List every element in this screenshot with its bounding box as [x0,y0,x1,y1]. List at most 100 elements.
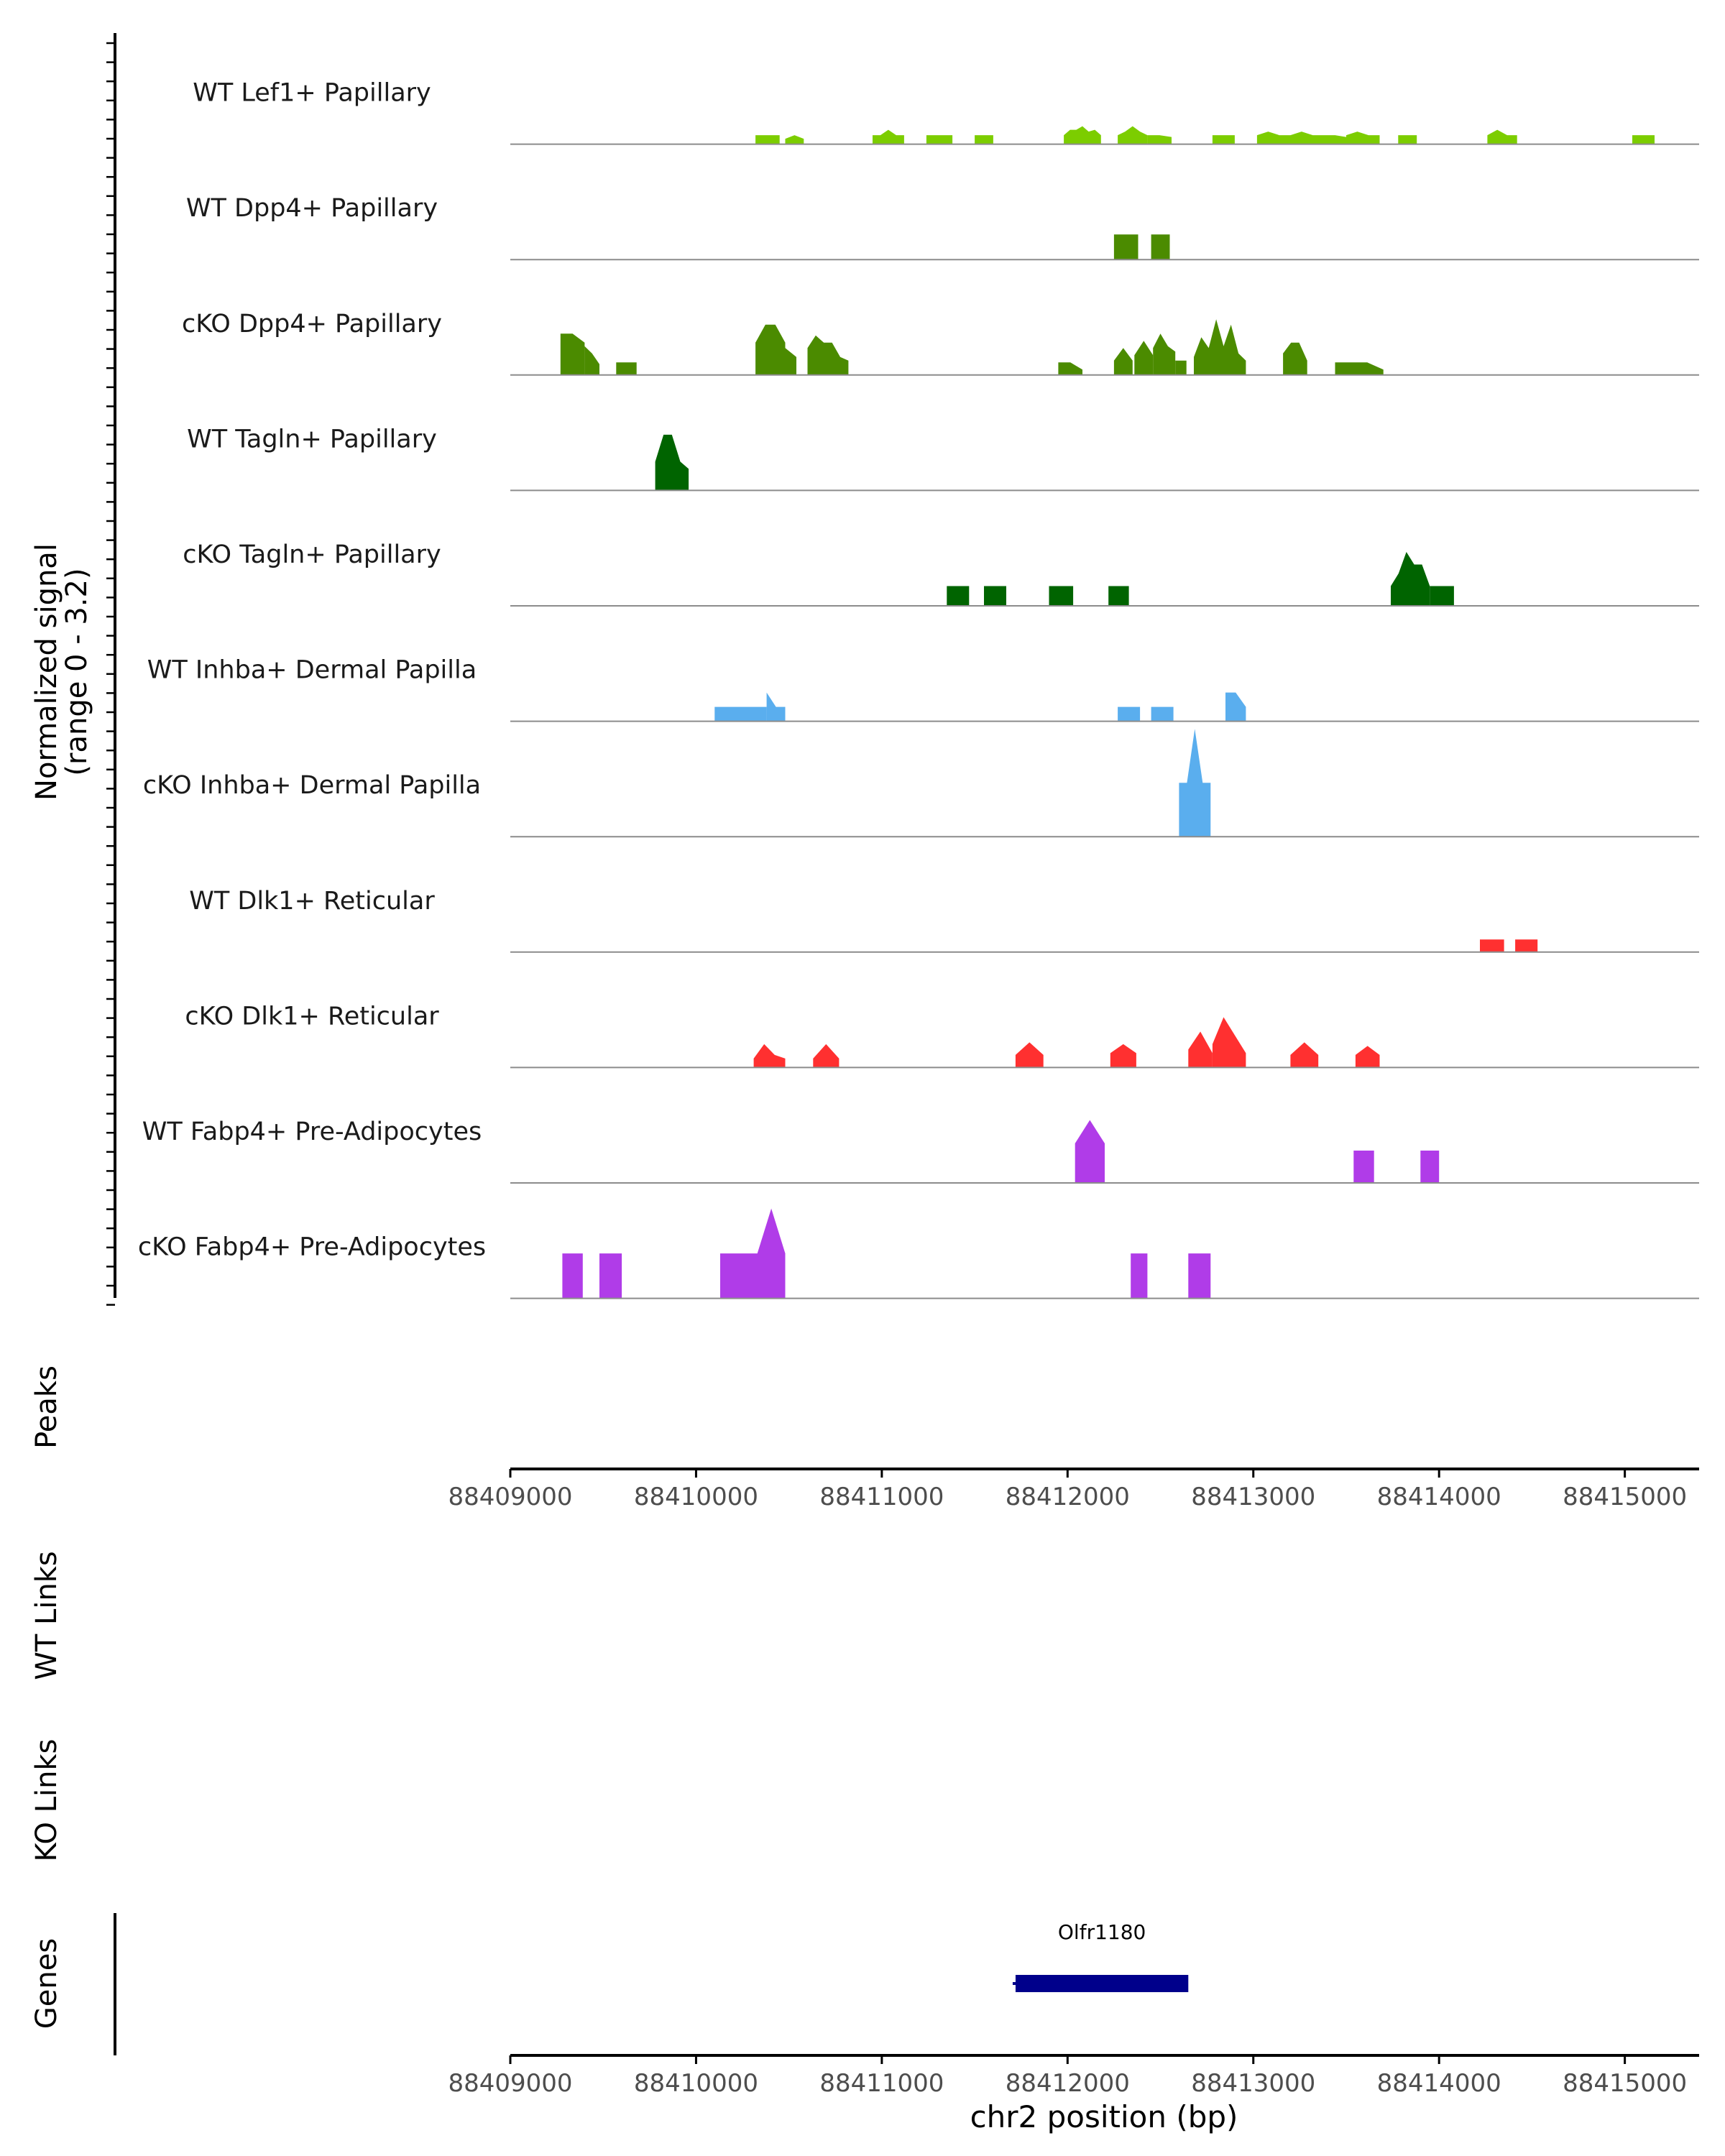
coverage-peak [1108,586,1129,606]
coverage-peak [560,333,585,375]
coverage-peak [1058,362,1082,375]
coverage-peak [807,335,849,375]
x-tick-label: 88409000 [448,2069,572,2098]
coverage-peak [1049,586,1074,606]
x-tick-label: 88410000 [634,2069,758,2098]
coverage-peak [926,135,953,144]
track-label: cKO Dpp4+ Papillary [182,310,442,338]
track-label: WT Dpp4+ Papillary [186,194,438,223]
x-tick-label: 88415000 [1563,1483,1687,1511]
coverage-peak [1515,939,1538,952]
track-label: cKO Inhba+ Dermal Papilla [143,771,481,800]
peaks-label: Peaks [30,1365,63,1449]
track-2: WT Dpp4+ Papillary [186,194,1699,261]
x-tick-label: 88412000 [1006,2069,1130,2098]
coverage-peak [1064,126,1101,144]
x-tick-label: 88414000 [1377,1483,1501,1511]
coverage-peak [1335,362,1384,375]
coverage-peak [757,1208,786,1299]
coverage-peak [655,434,689,491]
x-tick-label: 88415000 [1563,2069,1687,2098]
track-3: cKO Dpp4+ Papillary [182,310,1699,376]
coverage-peak [562,1253,583,1299]
coverage-peak [1212,135,1235,144]
coverage-peak [753,1044,786,1068]
x-tick-label: 88412000 [1006,1483,1130,1511]
coverage-peak [1353,1151,1374,1183]
genes-layer: Olfr1180 [1012,1920,1189,1992]
gene-label: Olfr1180 [1058,1920,1146,1944]
coverage-peak [1487,129,1517,144]
coverage-peak [1188,1031,1213,1068]
track-label: cKO Fabp4+ Pre-Adipocytes [138,1233,486,1262]
coverage-peak [1131,1253,1148,1299]
coverage-peak [984,586,1006,606]
coverage-peak [1153,333,1176,375]
coverage-peak [1147,135,1172,144]
x-tick-label: 88411000 [819,2069,944,2098]
coverage-peak [1346,132,1380,144]
genes-label: Genes [30,1938,63,2029]
coverage-peak [813,1044,840,1068]
coverage-peak [1113,234,1138,260]
coverage-peak [1480,939,1504,952]
coverage-peak [975,135,993,144]
coverage-peak [1420,1151,1440,1183]
coverage-peak [1179,729,1211,837]
x-tick-label: 88413000 [1191,1483,1315,1511]
coverage-peak [1194,319,1246,375]
x-tick-label: 88411000 [819,1483,944,1511]
coverage-peak [1118,706,1141,722]
track-label: WT Fabp4+ Pre-Adipocytes [142,1118,482,1146]
coverage-peak [1256,132,1346,144]
y-axis-subtitle: (range 0 - 3.2) [60,568,93,775]
track-7: cKO Inhba+ Dermal Papilla [143,729,1699,838]
coverage-peak [720,1253,760,1299]
track-4: WT Tagln+ Papillary [187,425,1699,492]
coverage-peak [1113,348,1133,375]
track-6: WT Inhba+ Dermal Papilla [147,656,1699,722]
coverage-peak [1110,1044,1136,1068]
coverage-peak [1134,341,1154,375]
coverage-peak [755,324,786,375]
coverage-peak [1398,135,1417,144]
x-tick-label: 88409000 [448,1483,572,1511]
coverage-peak [584,346,599,375]
track-10: WT Fabp4+ Pre-Adipocytes [142,1118,1699,1184]
coverage-peak [873,129,904,144]
x-tick-label: 88413000 [1191,2069,1315,2098]
coverage-peak [1188,1253,1211,1299]
gene-body [1015,1975,1189,1992]
track-5: cKO Tagln+ Papillary [183,540,1699,607]
coverage-peak [1355,1046,1380,1068]
coverage-peak [1212,1017,1246,1068]
coverage-peak [785,348,796,375]
coverage-peak [785,135,804,144]
coverage-peak [1632,135,1655,144]
tracks-layer: WT Lef1+ Papillary WT Dpp4+ Papillary cKO … [106,33,1699,1306]
wt-links-label: WT Links [30,1551,63,1680]
track-label: WT Tagln+ Papillary [187,425,437,453]
coverage-peak [714,706,767,722]
track-label: cKO Tagln+ Papillary [183,540,441,569]
track-1: WT Lef1+ Papillary [193,79,1699,145]
coverage-peak [1118,126,1148,144]
coverage-peak [599,1253,622,1299]
x-axis-genes: 88409000 88410000 88411000 88412000 88413000… [448,2054,1699,2098]
track-label: WT Inhba+ Dermal Papilla [147,656,477,685]
x-tick-label: 88410000 [634,1483,758,1511]
x-axis-peaks: 88409000 88410000 88411000 88412000 88413000… [448,1468,1699,1511]
track-8: WT Dlk1+ Reticular [189,887,1699,953]
coverage-peak [1283,342,1307,375]
ko-links-label: KO Links [30,1739,63,1862]
coverage-peak [1151,706,1174,722]
y-axis-title: Normalized signal [30,543,63,801]
coverage-peak [1175,360,1187,375]
coverage-peak [1225,692,1246,722]
coverage-peak [1075,1120,1105,1183]
track-9: cKO Dlk1+ Reticular [185,1002,1699,1069]
x-tick-label: 88414000 [1377,2069,1501,2098]
coverage-peak [1151,234,1170,260]
track-11: cKO Fabp4+ Pre-Adipocytes [138,1208,1699,1299]
coverage-peak [755,135,780,144]
